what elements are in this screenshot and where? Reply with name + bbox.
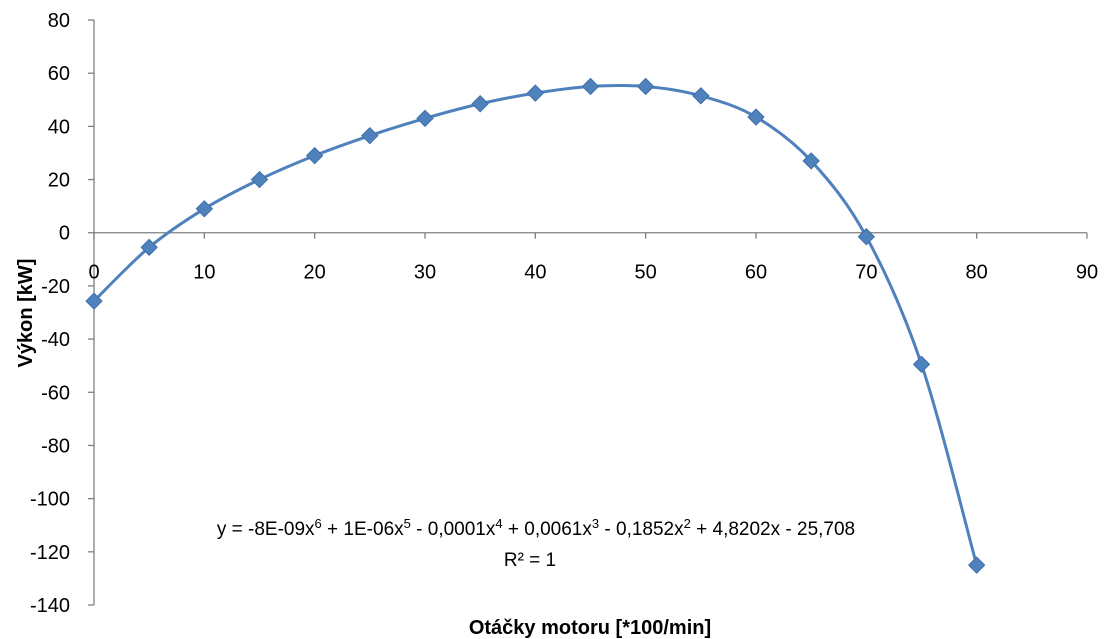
y-tick-label: -20 (41, 276, 70, 298)
data-point-marker (692, 87, 710, 105)
y-tick-label: 20 (48, 170, 70, 192)
equation-term: + 1E-06x (322, 519, 404, 540)
data-point-marker (361, 126, 379, 145)
tick-labels: 80 60 40 20 0 -20 -40 -60 -80 -100 -120 -140 0 10 20 30… (30, 10, 1098, 617)
axes (88, 19, 1088, 606)
x-axis-title: Otáčky motoru [*100/min] (469, 617, 711, 639)
data-point-marker (85, 292, 103, 310)
x-tick-label: 50 (635, 262, 657, 284)
data-point-marker (195, 200, 214, 218)
data-point-marker (912, 355, 931, 374)
data-point-marker (857, 228, 876, 246)
x-tick-label: 80 (966, 262, 988, 284)
y-tick-label: 60 (48, 63, 70, 85)
equation-term: - 0,1852x (599, 519, 684, 540)
data-point-marker (526, 84, 545, 102)
y-tick-label: -120 (30, 542, 70, 564)
y-tick-label: -40 (41, 329, 70, 351)
equation-exponent: 6 (315, 516, 322, 531)
y-axis-title: Výkon [kW] (15, 259, 37, 368)
equation-term: + 4,8202x - 25,708 (691, 519, 855, 540)
equation-term: - 0,0001x (411, 519, 496, 540)
y-tick-label: 40 (48, 116, 70, 138)
data-points (85, 77, 986, 574)
data-point-marker (747, 108, 765, 126)
r-squared-label: R² = 1 (504, 550, 556, 571)
equation-exponent: 4 (495, 516, 502, 531)
data-point-marker (967, 556, 986, 574)
equation-term: + 0,0061x (503, 519, 593, 540)
x-tick-label: 40 (524, 262, 546, 284)
y-tick-label: -80 (41, 435, 70, 457)
x-tick-label: 20 (304, 262, 326, 284)
y-tick-label: -140 (30, 595, 70, 617)
x-tick-label: 30 (414, 262, 436, 284)
x-tick-label: 0 (88, 262, 99, 284)
x-tick-label: 70 (855, 262, 877, 284)
data-point-marker (802, 152, 820, 170)
equation-exponent: 5 (404, 516, 411, 531)
equation-exponent: 2 (684, 516, 691, 531)
y-tick-label: -60 (41, 382, 70, 404)
x-tick-label: 90 (1076, 262, 1098, 284)
data-point-marker (581, 77, 600, 96)
equation-term: y = -8E-09x (217, 519, 315, 540)
y-tick-label: -100 (30, 489, 70, 511)
y-tick-label: 0 (59, 223, 70, 245)
data-point-marker (250, 170, 269, 189)
data-point-marker (416, 109, 434, 128)
x-tick-label: 60 (745, 262, 767, 284)
y-tick-label: 80 (48, 10, 70, 32)
trendline-equation: y = -8E-09x6 + 1E-06x5 - 0,0001x4 + 0,00… (217, 516, 855, 541)
data-point-marker (636, 77, 655, 96)
x-tick-label: 10 (193, 262, 215, 284)
data-point-marker (305, 146, 324, 165)
data-point-marker (471, 95, 489, 113)
data-point-marker (140, 238, 158, 257)
trendline-curve (92, 83, 979, 566)
equation-exponent: 3 (592, 516, 599, 531)
